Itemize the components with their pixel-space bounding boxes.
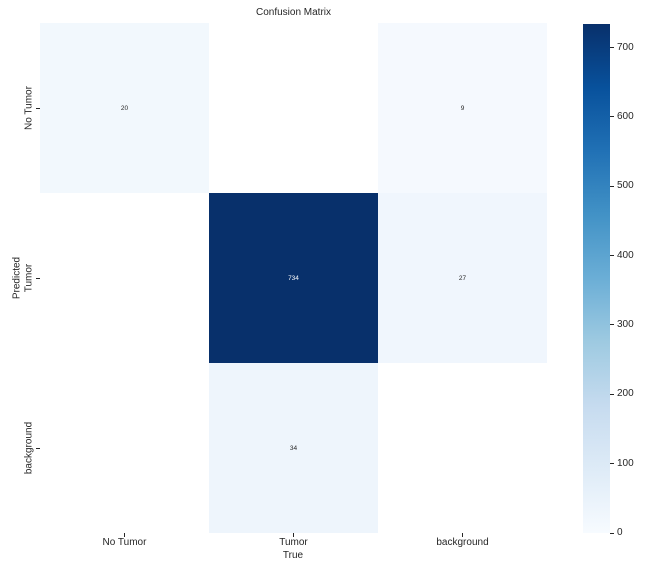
colorbar-tick-label: 300 — [617, 318, 634, 330]
colorbar-tick-label: 0 — [617, 527, 623, 538]
colorbar-tick-mark — [610, 47, 614, 49]
heatmap-grid: 20 9 734 27 34 — [40, 23, 547, 533]
y-axis-label: Predicted — [11, 256, 23, 300]
heatmap-cell — [40, 193, 209, 363]
x-tick-mark — [293, 533, 294, 537]
colorbar-tick-mark — [610, 393, 614, 395]
cell-value: 34 — [289, 444, 298, 452]
colorbar-tick-label: 700 — [617, 41, 634, 53]
colorbar-tick-mark — [610, 116, 614, 118]
heatmap-cell: 20 — [40, 23, 209, 193]
heatmap-cell: 734 — [209, 193, 378, 363]
colorbar-tick-mark — [610, 463, 614, 465]
x-tick-mark — [124, 533, 125, 537]
x-tick-label: background — [436, 537, 489, 548]
cell-value: 27 — [458, 274, 467, 282]
colorbar-tick-label: 200 — [617, 388, 634, 400]
chart-title: Confusion Matrix — [255, 7, 332, 18]
cell-value: 734 — [288, 274, 299, 282]
colorbar-tick-label: 100 — [617, 457, 634, 469]
y-tick-label: No Tumor — [23, 86, 35, 130]
colorbar-tick-mark — [610, 324, 614, 326]
cell-value: 20 — [120, 104, 129, 112]
colorbar-tick-mark — [610, 255, 614, 257]
colorbar-tick-label: 400 — [617, 249, 634, 261]
x-axis-label: True — [282, 550, 304, 561]
x-tick-label: Tumor — [279, 537, 308, 548]
colorbar-tick-label: 600 — [617, 110, 634, 122]
y-tick-mark — [36, 447, 40, 449]
heatmap-cell: 27 — [378, 193, 547, 363]
heatmap-cell: 34 — [209, 363, 378, 533]
y-tick-label: background — [23, 421, 35, 475]
x-tick-mark — [462, 533, 463, 537]
y-tick-mark — [36, 107, 40, 109]
y-tick-label: Tumor — [23, 263, 35, 293]
heatmap-cell — [209, 23, 378, 193]
heatmap-cell: 9 — [378, 23, 547, 193]
colorbar-tick-mark — [610, 185, 614, 187]
cell-value: 9 — [460, 104, 465, 112]
x-tick-label: No Tumor — [102, 537, 147, 548]
colorbar — [583, 24, 610, 533]
y-tick-mark — [36, 277, 40, 279]
heatmap-cell — [378, 363, 547, 533]
heatmap-cell — [40, 363, 209, 533]
colorbar-tick-mark — [610, 532, 614, 534]
colorbar-tick-label: 500 — [617, 180, 634, 192]
